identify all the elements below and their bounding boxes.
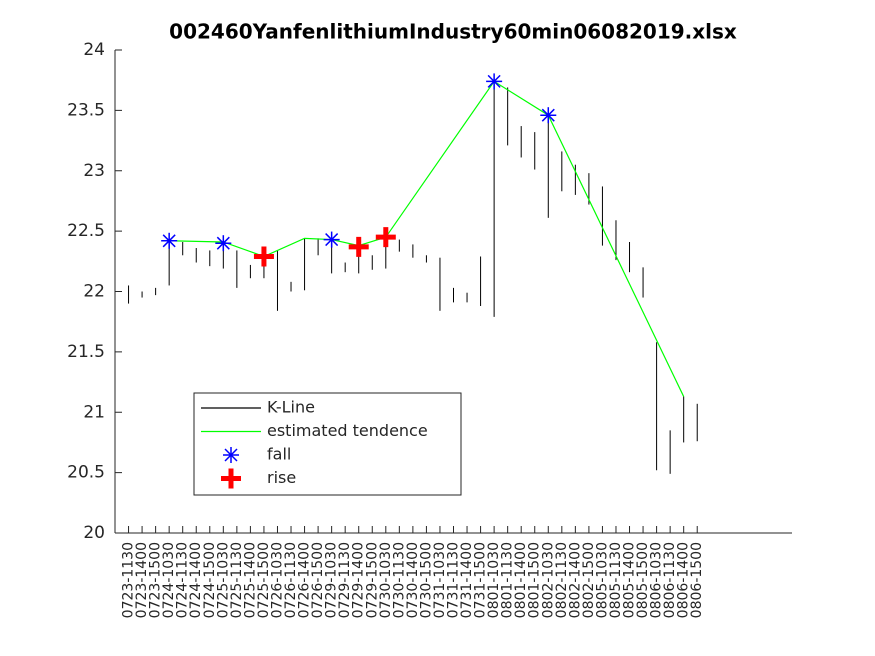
y-tick-label: 20 [83,523,105,543]
x-tick-label: 0806-1500 [689,542,705,618]
x-tick-label: 0806-1400 [676,542,692,618]
plus-marker [348,236,369,257]
x-tick-label: 0729-1400 [351,542,367,618]
x-tick-label: 0805-1030 [594,542,610,618]
asterisk-stroke [325,233,339,247]
plus-shape [375,227,396,248]
x-tick-label: 0729-1030 [324,542,340,618]
x-tick-label: 0725-1400 [242,542,258,618]
asterisk-stroke [487,74,501,88]
x-tick-label: 0724-1030 [161,542,177,618]
x-tick-label: 0806-1030 [649,542,665,618]
asterisk-marker [323,231,340,248]
y-tick-label: 21 [83,402,105,422]
x-tick-label: 0729-1130 [337,542,353,618]
legend-label: estimated tendence [267,421,428,440]
x-tick-label: 0730-1400 [405,542,421,618]
x-tick-label: 0730-1130 [391,542,407,618]
x-tick-label: 0802-1030 [540,542,556,618]
asterisk-marker [161,232,178,249]
y-tick-label: 22 [83,282,105,302]
x-tick-label: 0725-1030 [215,542,231,618]
x-tick-label: 0731-1400 [459,542,475,618]
asterisk-marker [486,73,503,90]
x-tick-label: 0731-1030 [432,542,448,618]
legend-label: rise [267,468,296,487]
x-tick-label: 0726-1500 [310,542,326,618]
legend-marker [223,447,239,463]
asterisk-stroke [162,234,176,248]
x-tick-label: 0731-1500 [473,542,489,618]
x-tick-label: 0802-1130 [554,542,570,618]
plus-marker [375,227,396,248]
x-tick-label: 0730-1030 [378,542,394,618]
x-tick-label: 0726-1400 [297,542,313,618]
trend-line [169,80,685,397]
x-tick-label: 0802-1400 [567,542,583,618]
asterisk-marker [540,107,557,124]
chart-title: 002460YanfenlithiumIndustry60min06082019… [169,20,737,44]
x-tick-label: 0724-1500 [202,542,218,618]
x-tick-label: 0805-1400 [622,542,638,618]
x-tick-label: 0724-1130 [175,542,191,618]
x-tick-label: 0723-1400 [134,542,150,618]
plus-shape [253,246,274,267]
y-tick-label: 20.5 [67,463,105,483]
x-tick-label: 0805-1500 [635,542,651,618]
y-tick-label: 23.5 [67,100,105,120]
x-tick-label: 0723-1130 [121,542,137,618]
x-tick-label: 0729-1500 [364,542,380,618]
x-tick-label: 0801-1500 [527,542,543,618]
y-tick-label: 24 [83,40,105,60]
x-tick-label: 0801-1130 [500,542,516,618]
y-tick-label: 22.5 [67,221,105,241]
x-tick-label: 0801-1030 [486,542,502,618]
legend-marker [221,468,241,489]
asterisk-stroke [216,236,230,250]
x-tick-label: 0726-1130 [283,542,299,618]
x-tick-label: 0724-1400 [188,542,204,618]
legend-label: fall [267,445,291,464]
asterisk-marker [215,235,232,252]
y-tick-label: 21.5 [67,342,105,362]
x-tick-label: 0802-1500 [581,542,597,618]
x-tick-label: 0730-1500 [418,542,434,618]
y-tick-label: 23 [83,161,105,181]
plus-shape [348,236,369,257]
asterisk-stroke [224,448,238,462]
x-tick-label: 0801-1400 [513,542,529,618]
x-tick-label: 0723-1500 [148,542,164,618]
x-tick-label: 0726-1030 [269,542,285,618]
legend-label: K-Line [267,398,315,417]
x-tick-label: 0725-1130 [229,542,245,618]
x-tick-label: 0731-1130 [446,542,462,618]
x-tick-label: 0805-1130 [608,542,624,618]
plus-marker [253,246,274,267]
x-tick-label: 0806-1130 [662,542,678,618]
x-tick-label: 0725-1500 [256,542,272,618]
plus-shape [221,468,241,489]
asterisk-stroke [541,108,555,122]
